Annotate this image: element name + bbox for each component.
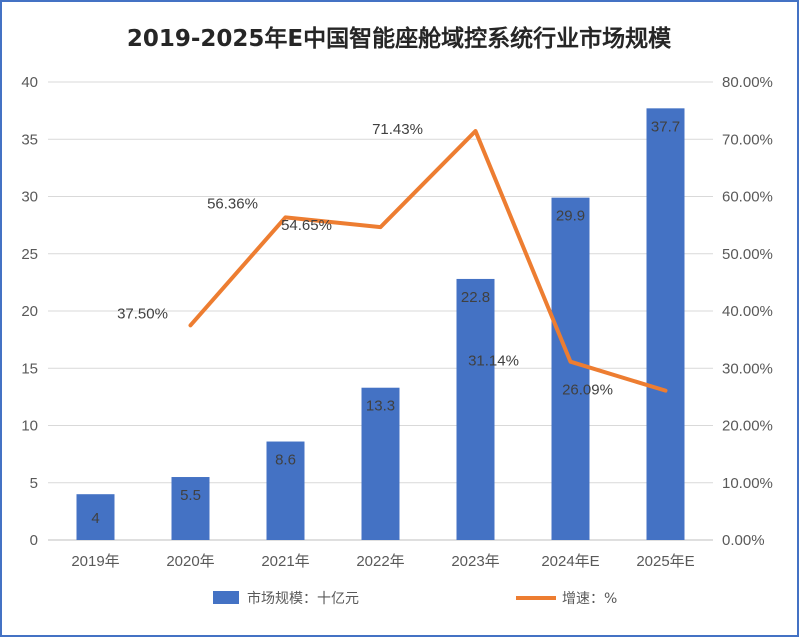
line-data-labels: 37.50% 56.36% 54.65% 71.43% 31.14% 26.09% [117, 121, 613, 399]
bar-data-label: 37.7 [651, 118, 680, 135]
x-tick-label: 2024年E [541, 553, 599, 570]
line-data-label: 26.09% [562, 382, 613, 399]
legend: 市场规模：十亿元 增速：% [213, 590, 617, 607]
bar [361, 387, 400, 540]
line-path [188, 129, 668, 393]
line-data-label: 37.50% [117, 305, 168, 322]
bar-data-labels: 4 5.5 8.6 13.3 22.8 29.9 37.7 [91, 118, 680, 527]
right-tick-label: 60.00% [722, 189, 773, 206]
left-axis: 0 5 10 15 20 25 30 35 40 [21, 74, 38, 549]
x-tick-label: 2022年 [356, 553, 404, 570]
line-data-label: 54.65% [281, 217, 332, 234]
right-tick-label: 50.00% [722, 246, 773, 263]
bar [646, 108, 685, 541]
right-axis: 0.00% 10.00% 20.00% 30.00% 40.00% 50.00% 60.00… [722, 74, 773, 549]
left-tick-label: 10 [21, 418, 38, 435]
left-tick-label: 15 [21, 360, 38, 377]
right-tick-label: 20.00% [722, 418, 773, 435]
bar-data-label: 5.5 [180, 487, 201, 504]
legend-bar-swatch [213, 591, 239, 604]
right-tick-label: 10.00% [722, 475, 773, 492]
left-tick-label: 20 [21, 303, 38, 320]
left-tick-label: 0 [30, 532, 38, 549]
x-tick-label: 2019年 [71, 553, 119, 570]
bar-data-label: 4 [91, 510, 99, 527]
right-tick-label: 80.00% [722, 74, 773, 91]
x-axis: 2019年 2020年 2021年 2022年 2023年 2024年E 2025年E [71, 553, 694, 570]
right-tick-label: 70.00% [722, 131, 773, 148]
x-tick-label: 2025年E [636, 553, 694, 570]
bar-data-label: 8.6 [275, 452, 296, 469]
gridlines [48, 81, 713, 541]
line-data-label: 71.43% [372, 121, 423, 138]
chart-title: 2019-2025年E中国智能座舱域控系统行业市场规模 [127, 25, 672, 52]
line-data-label: 56.36% [207, 195, 258, 212]
x-tick-label: 2023年 [451, 553, 499, 570]
line-data-label: 31.14% [468, 353, 519, 370]
bar [551, 197, 590, 540]
bar-data-label: 29.9 [556, 208, 585, 225]
legend-line-label: 增速：% [562, 591, 617, 607]
bar [456, 278, 495, 540]
line-series [188, 129, 668, 393]
bar-data-label: 13.3 [366, 398, 395, 415]
legend-bar-label: 市场规模：十亿元 [247, 590, 359, 607]
x-tick-label: 2021年 [261, 553, 309, 570]
left-tick-label: 25 [21, 246, 38, 263]
left-tick-label: 40 [21, 74, 38, 91]
bar-series [76, 108, 685, 541]
bar [76, 494, 115, 540]
left-tick-label: 30 [21, 189, 38, 206]
right-tick-label: 40.00% [722, 303, 773, 320]
bar [171, 477, 210, 540]
right-tick-label: 30.00% [722, 360, 773, 377]
left-tick-label: 5 [30, 475, 38, 492]
right-tick-label: 0.00% [722, 532, 765, 549]
bar-data-label: 22.8 [461, 289, 490, 306]
bar [266, 441, 305, 540]
x-tick-label: 2020年 [166, 553, 214, 570]
left-tick-label: 35 [21, 131, 38, 148]
